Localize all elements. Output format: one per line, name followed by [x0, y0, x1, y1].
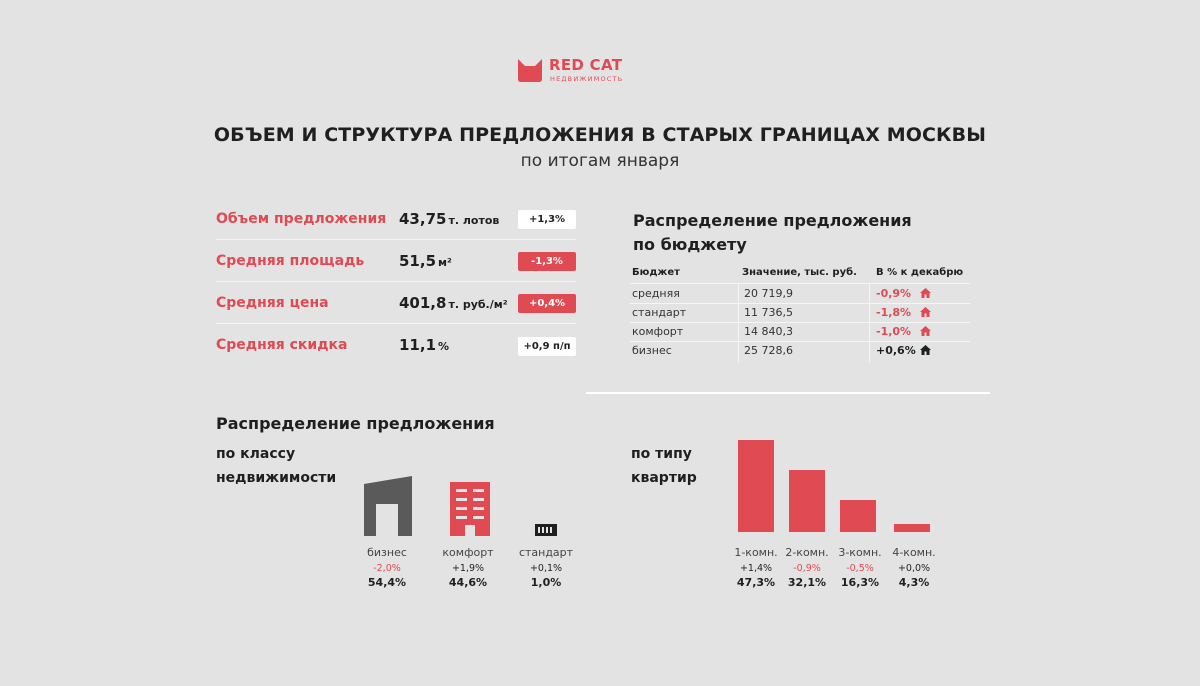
budget-row-name: комфорт	[632, 325, 684, 338]
table-divider	[630, 303, 970, 304]
type-name: 3-комн.	[838, 546, 882, 559]
type-share: 47,3%	[736, 576, 776, 589]
logo: RED CAT НЕДВИЖИМОСТЬ	[516, 56, 646, 86]
table-divider	[869, 283, 870, 363]
budget-row-name: бизнес	[632, 344, 672, 357]
type-bar	[789, 470, 825, 532]
type-name: 1-комн.	[734, 546, 778, 559]
kpi-change-discount: +0,9 п/п	[518, 337, 576, 356]
budget-title-line2: по бюджету	[633, 235, 747, 254]
kpi-label-area: Средняя площадь	[216, 253, 365, 269]
budget-row-value: 11 736,5	[744, 306, 793, 319]
budget-row-value: 20 719,9	[744, 287, 793, 300]
budget-header-change: В % к декабрю	[876, 267, 964, 278]
kpi-value-volume: 43,75 т. лотов	[399, 210, 500, 228]
budget-row-name: средняя	[632, 287, 680, 300]
class-share: 54,4%	[367, 576, 407, 589]
budget-header-name: Бюджет	[632, 267, 680, 278]
budget-row-value: 25 728,6	[744, 344, 793, 357]
class-heading-line1: по классу	[216, 446, 296, 462]
table-divider	[630, 341, 970, 342]
type-heading-line2: квартир	[631, 470, 697, 486]
kpi-value-price: 401,8 т. руб./м²	[399, 294, 508, 312]
house-icon	[920, 288, 931, 298]
kpi-separator	[216, 323, 576, 324]
type-bar	[738, 440, 774, 532]
comfort-building-icon	[450, 482, 490, 536]
type-bar	[894, 524, 930, 532]
page-subtitle: по итогам января	[520, 151, 680, 171]
type-change: +0,0%	[897, 563, 931, 574]
kpi-value-area: 51,5 м²	[399, 252, 452, 270]
budget-row-name: стандарт	[632, 306, 687, 319]
table-divider	[630, 322, 970, 323]
class-share: 1,0%	[530, 576, 562, 589]
logo-subtitle: НЕДВИЖИМОСТЬ	[550, 75, 624, 83]
table-divider	[738, 283, 739, 363]
class-change: -2,0%	[373, 563, 401, 574]
class-heading: по классу недвижимости	[216, 442, 336, 490]
kpi-label-volume: Объем предложения	[216, 211, 387, 227]
type-change: -0,5%	[846, 563, 874, 574]
type-heading-line1: по типу	[631, 446, 692, 462]
distribution-title: Распределение предложения	[216, 414, 495, 433]
type-name: 4-комн.	[892, 546, 936, 559]
kpi-change-volume: +1,3%	[518, 210, 576, 229]
budget-row-change: -0,9%	[876, 287, 912, 300]
type-share: 16,3%	[840, 576, 880, 589]
house-icon	[920, 307, 931, 317]
kpi-label-price: Средняя цена	[216, 295, 329, 311]
budget-row-change: -1,8%	[876, 306, 912, 319]
budget-title: Распределение предложения по бюджету	[633, 209, 912, 257]
table-divider	[630, 283, 970, 284]
class-share: 44,6%	[448, 576, 488, 589]
type-share: 32,1%	[787, 576, 827, 589]
class-name: комфорт	[442, 546, 494, 559]
type-share: 4,3%	[898, 576, 930, 589]
budget-header-value: Значение, тыс. руб.	[742, 267, 857, 278]
type-heading: по типу квартир	[631, 442, 697, 490]
house-icon	[920, 326, 931, 336]
class-name: стандарт	[518, 546, 574, 559]
section-divider	[586, 392, 990, 394]
class-name: бизнес	[367, 546, 407, 559]
kpi-change-price: +0,4%	[518, 294, 576, 313]
type-change: -0,9%	[793, 563, 821, 574]
budget-row-change: -1,0%	[876, 325, 912, 338]
class-change: +0,1%	[529, 563, 563, 574]
kpi-label-discount: Средняя скидка	[216, 337, 348, 353]
type-change: +1,4%	[739, 563, 773, 574]
kpi-change-area: -1,3%	[518, 252, 576, 271]
logo-name: RED CAT	[549, 56, 623, 74]
page-title: ОБЪЕМ И СТРУКТУРА ПРЕДЛОЖЕНИЯ В СТАРЫХ Г…	[213, 124, 987, 146]
kpi-value-discount: 11,1%	[399, 336, 450, 354]
kpi-separator	[216, 239, 576, 240]
cat-head-icon	[518, 59, 542, 82]
business-building-icon	[364, 476, 412, 536]
budget-row-change: +0,6%	[876, 344, 916, 357]
type-name: 2-комн.	[785, 546, 829, 559]
kpi-separator	[216, 281, 576, 282]
standard-building-icon	[535, 524, 557, 536]
house-icon	[920, 345, 931, 355]
class-change: +1,9%	[451, 563, 485, 574]
budget-title-line1: Распределение предложения	[633, 211, 912, 230]
class-heading-line2: недвижимости	[216, 470, 337, 486]
budget-row-value: 14 840,3	[744, 325, 793, 338]
type-bar	[840, 500, 876, 532]
